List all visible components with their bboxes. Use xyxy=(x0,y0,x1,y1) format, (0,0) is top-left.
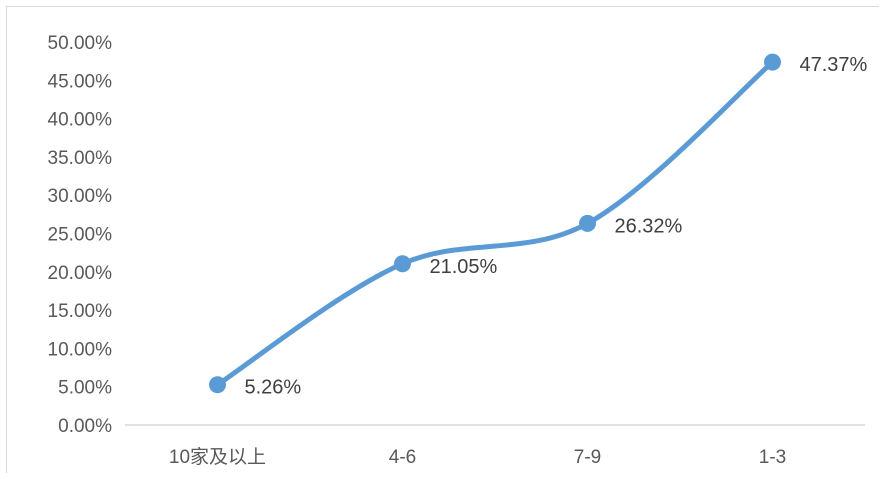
data-label: 21.05% xyxy=(430,256,498,278)
y-tick-label: 30.00% xyxy=(48,186,113,207)
series-line xyxy=(215,59,775,388)
x-tick-label: 10家及以上 xyxy=(169,446,266,468)
data-label: 47.37% xyxy=(800,54,868,76)
y-tick-label: 5.00% xyxy=(58,378,112,399)
y-tick-label: 40.00% xyxy=(48,110,113,131)
x-tick-label: 1-3 xyxy=(759,447,786,468)
data-point xyxy=(394,255,411,273)
chart-frame xyxy=(6,6,879,473)
data-point xyxy=(764,53,781,71)
x-tick-label: 4-6 xyxy=(389,447,416,468)
x-tick-label: 7-9 xyxy=(574,447,601,468)
data-label: 26.32% xyxy=(615,215,683,237)
data-point xyxy=(579,214,596,232)
y-tick-label: 15.00% xyxy=(48,301,113,322)
y-tick-label: 0.00% xyxy=(58,416,112,437)
data-label: 5.26% xyxy=(245,377,302,399)
y-tick-label: 20.00% xyxy=(48,263,113,284)
y-tick-label: 35.00% xyxy=(48,148,113,169)
y-tick-label: 50.00% xyxy=(48,33,113,54)
y-tick-label: 45.00% xyxy=(48,71,113,92)
data-point xyxy=(209,376,226,394)
y-tick-label: 25.00% xyxy=(48,225,113,246)
y-tick-label: 10.00% xyxy=(48,339,113,360)
